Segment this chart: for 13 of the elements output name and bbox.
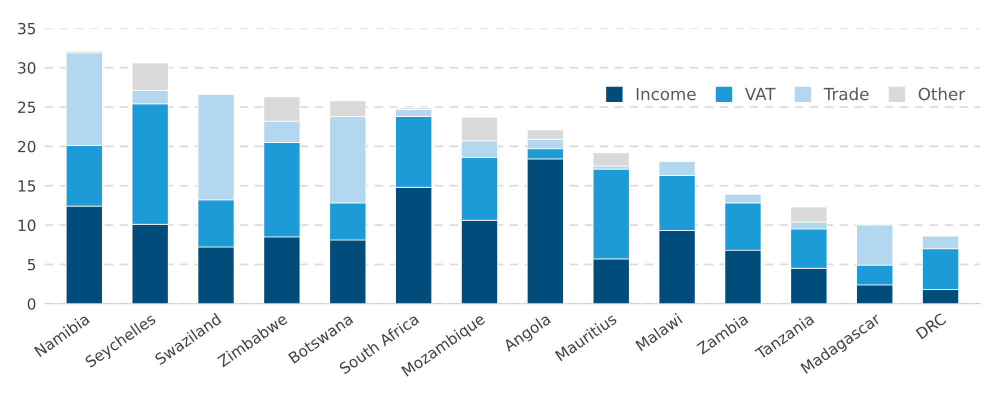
y-tick-label: 15	[18, 180, 36, 192]
legend-label: VAT	[744, 88, 776, 100]
legend-label: Income	[636, 88, 696, 100]
y-tick-label: 20	[18, 140, 36, 152]
y-tick-label: 0	[28, 298, 36, 310]
legend-label: Trade	[824, 87, 869, 100]
legend-label: Other	[918, 87, 966, 100]
y-tick-label: 25	[18, 102, 36, 114]
y-tick-label: 30	[18, 62, 36, 74]
y-tick-label: 35	[18, 22, 36, 34]
y-tick-label: 10	[18, 220, 36, 232]
bar	[592, 152, 630, 166]
y-tick-label: 5	[28, 259, 36, 270]
